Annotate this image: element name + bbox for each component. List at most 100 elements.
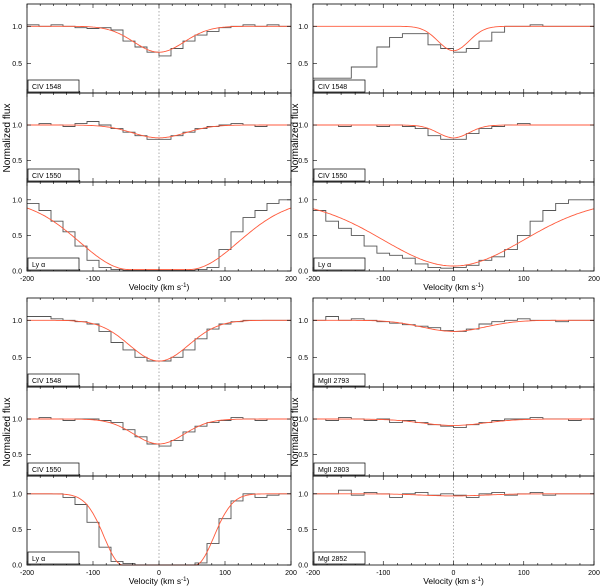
x-tick-label: 100: [518, 276, 530, 283]
panel-12: 1.0 0.5 0.0 MgI 2852 -200 -100 0 100 200: [298, 475, 600, 577]
panel-frame: [26, 181, 292, 272]
y-axis-title: Normalized flux: [2, 104, 13, 173]
x-axis-title: Velocity (km s-1): [129, 282, 190, 292]
line-label-box: [27, 257, 80, 271]
y-tick-label: 0.5: [12, 527, 22, 534]
x-tick-label: -200: [306, 570, 320, 577]
line-label: CIV 1550: [32, 467, 61, 474]
x-tick-label: 100: [219, 276, 231, 283]
line-label: CIV 1550: [318, 173, 347, 180]
x-tick-label: -200: [20, 276, 34, 283]
x-axis-title-sup: -1: [476, 577, 482, 583]
y-tick-label: 0.0: [12, 269, 22, 276]
line-label-box: [27, 168, 80, 182]
x-axis-title-text: Velocity (km s: [423, 576, 475, 586]
line-label: CIV 1550: [32, 173, 61, 180]
line-label-box: [313, 373, 366, 387]
fit-curve: [27, 124, 291, 139]
line-label: Ly α: [32, 262, 45, 269]
y-tick-label: 1.0: [12, 491, 22, 498]
panel-1: 1.0 0.5 CIV 1548: [12, 3, 292, 94]
x-axis-title-text: Velocity (km s: [129, 282, 181, 292]
panel-frame: [26, 386, 292, 477]
line-label-box: [27, 551, 80, 565]
line-label: MgII 2793: [318, 378, 349, 385]
line-label: CIV 1548: [318, 84, 347, 91]
x-tick-label: 200: [588, 276, 600, 283]
x-tick-label: 100: [518, 570, 530, 577]
line-label-box: [313, 462, 366, 476]
y-tick-label: 1.0: [298, 318, 308, 325]
line-label: CIV 1548: [32, 84, 61, 91]
y-tick-label: 0.5: [12, 355, 22, 362]
line-label-box: [313, 79, 366, 93]
panel-frame: [312, 386, 595, 477]
y-tick-label: 1.0: [298, 197, 308, 204]
y-tick-label: 1.0: [298, 24, 308, 31]
panel-frame: [312, 297, 595, 388]
x-axis-title: Velocity (km s-1): [129, 576, 190, 586]
x-axis-title-sup: -1: [476, 283, 482, 289]
x-tick-label: 0: [452, 570, 456, 577]
fit-curve: [313, 319, 594, 332]
line-label-box: [313, 257, 366, 271]
x-axis-title-close: ): [186, 282, 189, 292]
y-tick-label: 0.5: [12, 61, 22, 68]
y-tick-label: 1.0: [298, 491, 308, 498]
x-tick-label: -100: [86, 276, 100, 283]
y-axis-title: Normalized flux: [290, 104, 301, 173]
y-tick-label: 0.0: [12, 563, 22, 570]
panel-3: 1.0 0.5 0.0 Ly α -200 -100 0 100 200: [12, 181, 297, 283]
y-tick-label: 1.0: [12, 24, 22, 31]
y-tick-label: 0.5: [298, 527, 308, 534]
data-histogram: [27, 417, 291, 447]
x-axis-title-close: ): [186, 576, 189, 586]
x-axis-title-sup: -1: [181, 283, 187, 289]
fit-curve: [27, 319, 291, 362]
x-tick-label: 0: [452, 276, 456, 283]
fit-curve: [27, 418, 291, 445]
x-tick-label: -100: [376, 276, 390, 283]
y-tick-label: 0.5: [298, 233, 308, 240]
panel-frame: [26, 297, 292, 388]
x-tick-label: 0: [157, 570, 161, 577]
panel-10: 1.0 0.5 MgII 2793: [298, 297, 595, 388]
panel-7: 1.0 0.5 CIV 1548: [12, 297, 292, 388]
x-tick-label: -100: [86, 570, 100, 577]
y-tick-label: 1.0: [298, 123, 308, 130]
y-tick-label: 0.5: [298, 355, 308, 362]
fit-curve: [313, 124, 594, 139]
y-tick-label: 1.0: [298, 417, 308, 424]
panel-2: 1.0 0.5 CIV 1550: [12, 92, 292, 183]
data-histogram: [27, 121, 291, 140]
y-axis-title: Normalized flux: [2, 398, 13, 467]
x-tick-label: -200: [306, 276, 320, 283]
y-tick-label: 1.0: [12, 123, 22, 130]
x-tick-label: 100: [219, 570, 231, 577]
panel-frame: [312, 181, 595, 272]
x-axis-title: Velocity (km s-1): [423, 576, 484, 586]
line-label-box: [27, 462, 80, 476]
fit-curve: [27, 25, 291, 53]
y-tick-label: 0.5: [298, 158, 308, 165]
y-tick-label: 0.5: [12, 233, 22, 240]
x-tick-label: -200: [20, 570, 34, 577]
line-label: MgI 2852: [318, 556, 347, 563]
y-tick-label: 0.5: [298, 452, 308, 459]
line-label-box: [27, 79, 80, 93]
line-label-box: [313, 551, 366, 565]
fit-curve: [313, 25, 594, 52]
y-tick-label: 1.0: [12, 318, 22, 325]
y-axis-title: Normalized flux: [290, 398, 301, 467]
x-tick-label: 200: [588, 570, 600, 577]
y-tick-label: 1.0: [12, 417, 22, 424]
panel-4: 1.0 0.5 CIV 1548: [298, 3, 595, 94]
fit-curve: [313, 493, 594, 497]
x-tick-label: 200: [285, 276, 297, 283]
x-axis-title-text: Velocity (km s: [423, 282, 475, 292]
panel-6: 1.0 0.5 0.0 Ly α -200 -100 0 100 200: [298, 181, 600, 283]
data-histogram: [313, 489, 594, 498]
fit-curve: [313, 418, 594, 426]
y-tick-label: 0.5: [12, 452, 22, 459]
x-axis-title-close: ): [481, 282, 484, 292]
